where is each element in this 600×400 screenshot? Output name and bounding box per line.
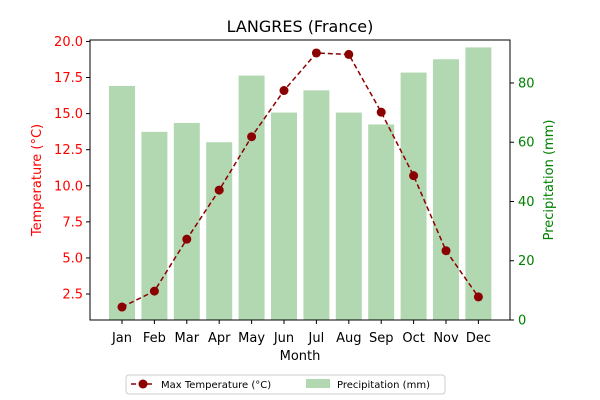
left-tick-label: 12.5 bbox=[54, 143, 83, 158]
left-tick-label: 15.0 bbox=[54, 107, 83, 122]
temperature-point-feb bbox=[149, 286, 159, 296]
right-axis-label: Precipitation (mm) bbox=[542, 120, 557, 241]
legend-frame bbox=[125, 374, 446, 395]
x-tick-label: Jan bbox=[111, 331, 132, 346]
precipitation-bar-jun bbox=[271, 112, 297, 320]
right-tick-label: 60 bbox=[518, 136, 535, 151]
right-tick-label: 40 bbox=[518, 195, 535, 210]
legend-label-temperature: Max Temperature (°C) bbox=[161, 380, 271, 391]
precipitation-bar-apr bbox=[206, 142, 233, 320]
temperature-point-oct bbox=[409, 171, 419, 181]
left-tick-label: 5.0 bbox=[62, 251, 83, 266]
right-axis-ticks: 0 20 40 60 80 bbox=[510, 76, 535, 329]
temperature-point-jul bbox=[311, 48, 321, 58]
precipitation-bar-jan bbox=[109, 85, 135, 321]
left-axis-label: Temperature (°C) bbox=[30, 124, 45, 237]
left-tick-label: 10.0 bbox=[54, 179, 83, 194]
left-tick-label: 20.0 bbox=[54, 35, 83, 50]
x-tick-label: Mar bbox=[175, 331, 200, 346]
x-tick-label: Feb bbox=[143, 331, 166, 346]
legend: Max Temperature (°C) Precipitation (mm) bbox=[125, 374, 446, 395]
chart-title: LANGRES (France) bbox=[227, 17, 374, 36]
x-tick-label: Sep bbox=[369, 331, 394, 346]
temperature-point-may bbox=[247, 132, 257, 142]
temperature-point-jun bbox=[279, 86, 289, 96]
right-tick-label: 80 bbox=[518, 76, 535, 91]
right-tick-label: 0 bbox=[518, 314, 526, 329]
temperature-point-sep bbox=[376, 107, 386, 117]
temperature-point-apr bbox=[214, 185, 224, 195]
precipitation-bar-oct bbox=[400, 72, 427, 320]
precipitation-bar-dec bbox=[465, 47, 492, 320]
precipitation-bar-may bbox=[238, 75, 265, 320]
x-tick-label: Nov bbox=[433, 331, 459, 346]
left-axis-ticks: 2.5 5.0 7.5 10.0 12.5 15.0 17.5 20.0 bbox=[54, 35, 90, 303]
left-tick-label: 17.5 bbox=[54, 71, 83, 86]
precipitation-bar-jul bbox=[303, 90, 330, 321]
temperature-point-dec bbox=[473, 292, 483, 302]
temperature-point-mar bbox=[182, 234, 192, 244]
legend-label-precipitation: Precipitation (mm) bbox=[337, 380, 430, 391]
precipitation-bar-mar bbox=[173, 122, 200, 321]
temperature-point-jan bbox=[117, 302, 127, 312]
x-tick-label: Apr bbox=[208, 331, 231, 346]
temperature-point-aug bbox=[344, 49, 354, 59]
plot-frame bbox=[89, 39, 511, 321]
x-tick-label: Jun bbox=[273, 331, 294, 346]
precipitation-bar-nov bbox=[433, 59, 459, 320]
temperature-line bbox=[117, 48, 483, 312]
x-tick-label: Jul bbox=[308, 331, 325, 346]
temperature-line-path bbox=[121, 52, 480, 308]
legend-marker-swatch bbox=[138, 379, 148, 389]
precipitation-bars bbox=[109, 47, 492, 321]
x-axis-label: Month bbox=[280, 349, 321, 364]
precipitation-bar-sep bbox=[368, 124, 395, 320]
x-tick-label: Dec bbox=[466, 331, 491, 346]
legend-bar-swatch bbox=[306, 379, 330, 388]
left-tick-label: 2.5 bbox=[62, 288, 83, 303]
x-axis-ticks: Jan Feb Mar Apr May Jun Jul Aug Sep Oct Nov Dec bbox=[111, 320, 491, 346]
x-tick-label: Aug bbox=[336, 331, 361, 346]
temperature-point-nov bbox=[441, 246, 451, 256]
precipitation-bar-aug bbox=[335, 112, 362, 320]
x-tick-label: Oct bbox=[402, 331, 424, 346]
left-tick-label: 7.5 bbox=[62, 215, 83, 230]
x-tick-label: May bbox=[238, 331, 265, 346]
right-tick-label: 20 bbox=[518, 254, 535, 269]
